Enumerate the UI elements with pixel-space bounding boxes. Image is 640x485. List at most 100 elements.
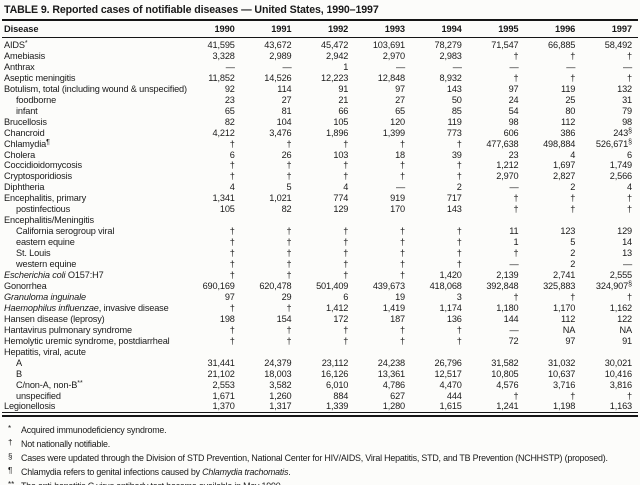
value-cell: 1,370: [212, 401, 235, 412]
table-row: Coccidioidomycosis † † † † † 1,212 1,697 1,749: [2, 160, 638, 171]
table-row: Botulism, total (including wound & unspe…: [2, 84, 638, 95]
value-cell: 10,416: [604, 368, 632, 379]
value-cell: 1,615: [439, 401, 462, 412]
value-cell: —: [282, 61, 292, 72]
value-cell: 919: [390, 193, 405, 204]
table-row: Hepatitis, viral, acute: [2, 347, 638, 358]
column-header-disease: Disease: [2, 21, 184, 38]
column-header-year: 1995: [467, 21, 525, 38]
value-cell: †: [627, 390, 632, 401]
table-row: Hansen disease (leprosy) 198 154 172 187 136…: [2, 314, 638, 325]
table-row: Chancroid 4,212 3,476 1,896 1,399 773 606 386 2…: [2, 128, 638, 139]
value-cell: 14,526: [264, 72, 292, 83]
value-cell: 97: [224, 291, 235, 302]
value-cell: 2,553: [212, 379, 235, 390]
value-cell: 3,582: [269, 379, 292, 390]
value-cell: †: [229, 226, 235, 237]
value-cell: †: [343, 335, 349, 346]
table-row: Legionellosis 1,370 1,317 1,339 1,280 1,615 1…: [2, 401, 638, 412]
value-cell: 85: [451, 105, 462, 116]
value-cell: †: [456, 226, 462, 237]
value-cell: [298, 347, 355, 358]
value-cell: 92: [224, 83, 235, 94]
value-cell: 1,317: [269, 401, 292, 412]
table-row: Gonorrhea 690,169 620,478 501,409 439,673 41…: [2, 281, 638, 292]
value-cell: 104: [276, 116, 292, 127]
value-cell: 97: [565, 335, 576, 346]
value-cell: 31,582: [491, 357, 519, 368]
value-cell: 30,021: [604, 357, 632, 368]
value-cell: 1,419: [382, 302, 405, 313]
value-cell: 1,280: [382, 401, 405, 412]
value-cell: †: [286, 270, 292, 281]
value-cell: 24,238: [377, 357, 405, 368]
value-cell: 418,068: [429, 280, 462, 291]
table-bottom-rule: [2, 412, 638, 418]
value-cell: 187: [390, 313, 405, 324]
table-row: AIDS* 41,595 43,672 45,472 103,691 78,279 71,…: [2, 38, 638, 51]
value-cell: †: [456, 237, 462, 248]
value-cell: 2: [570, 259, 576, 270]
value-cell: 773: [446, 127, 462, 138]
value-cell: NA: [562, 324, 576, 335]
value-cell: [354, 215, 411, 226]
table-row: St. Louis † † † † † † 2 13: [2, 248, 638, 259]
header-row: Disease 1990 1991 1992 1993 1994 1995 1996 1997: [2, 21, 638, 38]
value-cell: 198: [219, 313, 235, 324]
value-cell: 1,896: [326, 127, 349, 138]
value-cell: 4,576: [496, 379, 519, 390]
value-cell: [468, 347, 525, 358]
value-cell: †: [343, 324, 349, 335]
value-cell: 119: [561, 83, 576, 94]
value-cell: †: [229, 302, 235, 313]
value-cell: 2,566: [609, 171, 632, 182]
value-cell: †: [570, 291, 576, 302]
value-cell: †: [286, 160, 292, 171]
value-cell: 8,932: [439, 72, 462, 83]
value-cell: —: [509, 324, 519, 335]
value-cell: 23: [508, 149, 519, 160]
table-row: unspecified 1,671 1,260 884 627 444 † † †: [2, 391, 638, 402]
value-cell: 1,399: [382, 127, 405, 138]
table-row: infant 65 81 66 65 85 54 80 79: [2, 106, 638, 117]
value-cell: 1,212: [496, 160, 519, 171]
value-cell: 1,697: [553, 160, 576, 171]
value-cell: 154: [276, 313, 292, 324]
table-row: Encephalitis/Meningitis: [2, 215, 638, 226]
footnote: § Cases were updated through the Division…: [8, 451, 638, 465]
value-cell: 324,907§: [595, 280, 632, 291]
value-cell: 98: [508, 116, 519, 127]
value-cell: †: [400, 324, 405, 335]
value-cell: 29: [281, 291, 292, 302]
value-cell: †: [400, 259, 405, 270]
disease-label: St. Louis: [16, 248, 51, 259]
value-cell: 1,241: [496, 401, 519, 412]
value-cell: [354, 347, 411, 358]
value-cell: †: [229, 160, 235, 171]
column-header-year: 1997: [581, 21, 638, 38]
value-cell: 620,478: [259, 280, 292, 291]
value-cell: [581, 215, 638, 226]
value-cell: 439,673: [372, 280, 405, 291]
value-cell: †: [456, 138, 462, 149]
table-row: C/non-A, non-B** 2,553 3,582 6,010 4,786 4,4…: [2, 380, 638, 391]
table-row: Granuloma inguinale 97 29 6 19 3 † † †: [2, 292, 638, 303]
value-cell: 105: [219, 204, 235, 215]
table-header: Disease 1990 1991 1992 1993 1994 1995 1996 1997: [2, 21, 638, 38]
table-row: Cholera 6 26 103 18 39 23 4 6: [2, 150, 638, 161]
value-cell: [525, 347, 582, 358]
value-cell: 82: [281, 204, 292, 215]
value-cell: 498,884: [543, 138, 576, 149]
value-cell: 4,786: [382, 379, 405, 390]
column-header-year: 1992: [297, 21, 355, 38]
disease-label: Encephalitis/Meningitis: [4, 215, 95, 226]
value-cell: 122: [617, 313, 632, 324]
value-cell: †: [400, 248, 405, 259]
footnote-marker: ¶: [8, 465, 13, 475]
value-cell: 23: [224, 94, 235, 105]
value-cell: 65: [395, 105, 405, 116]
footnote-marker: **: [8, 479, 15, 485]
value-cell: 105: [333, 116, 349, 127]
value-cell: 2: [570, 182, 576, 193]
value-cell: 325,883: [543, 280, 576, 291]
